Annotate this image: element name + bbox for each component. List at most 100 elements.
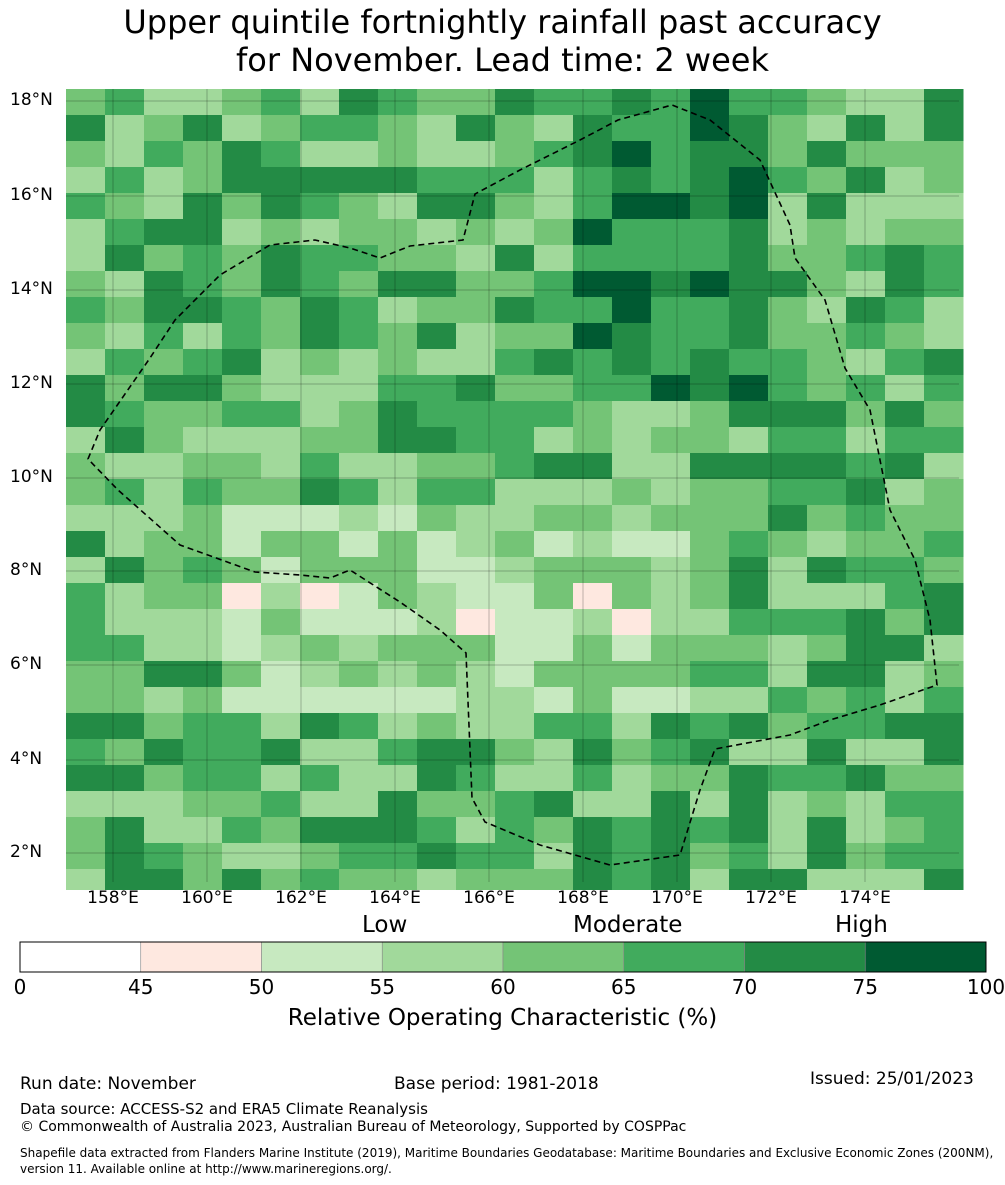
grid-cell (300, 791, 340, 818)
grid-cell (768, 375, 808, 402)
grid-cell (807, 791, 847, 818)
grid-cell (885, 713, 925, 740)
grid-cell (417, 375, 457, 402)
grid-cell (534, 271, 574, 298)
accuracy-grid (66, 89, 964, 890)
grid-cell (690, 531, 730, 558)
grid-cell (183, 89, 223, 116)
grid-cell (768, 687, 808, 714)
grid-cell (924, 115, 964, 142)
grid-cell (807, 219, 847, 246)
grid-cell (144, 167, 184, 194)
grid-cell (378, 791, 418, 818)
grid-cell (768, 401, 808, 428)
grid-cell (534, 869, 574, 890)
grid-cell (144, 349, 184, 376)
grid-cell (144, 843, 184, 870)
grid-cell (183, 453, 223, 480)
grid-cell (846, 817, 886, 844)
grid-cell (183, 609, 223, 636)
grid-cell (495, 557, 535, 584)
grid-cell (573, 167, 613, 194)
grid-cell (612, 193, 652, 220)
grid-cell (924, 557, 964, 584)
grid-cell (690, 89, 730, 116)
grid-cell (144, 427, 184, 454)
grid-cell (417, 557, 457, 584)
grid-cell (573, 401, 613, 428)
grid-cell (651, 583, 691, 610)
grid-cell (417, 271, 457, 298)
grid-cell (495, 271, 535, 298)
grid-cell (612, 713, 652, 740)
grid-cell (300, 583, 340, 610)
grid-cell (339, 453, 379, 480)
grid-cell (417, 193, 457, 220)
colorbar-tick-label: 100 (966, 975, 1005, 999)
grid-cell (66, 817, 106, 844)
grid-cell (183, 739, 223, 766)
grid-cell (885, 765, 925, 792)
grid-cell (807, 635, 847, 662)
grid-cell (924, 817, 964, 844)
grid-cell (612, 115, 652, 142)
colorbar-tick-label: 55 (369, 975, 395, 999)
grid-cell (885, 167, 925, 194)
colorbar-tick-label: 0 (13, 975, 27, 999)
grid-cell (183, 583, 223, 610)
grid-cell (300, 375, 340, 402)
grid-cell (378, 245, 418, 272)
grid-cell (612, 635, 652, 662)
colorbar-tick-label: 60 (490, 975, 516, 999)
grid-cell (261, 661, 301, 688)
grid-cell (573, 349, 613, 376)
grid-cell (144, 609, 184, 636)
grid-cell (807, 765, 847, 792)
grid-cell (495, 791, 535, 818)
grid-cell (417, 739, 457, 766)
grid-cell (105, 505, 145, 532)
grid-cell (222, 713, 262, 740)
grid-cell (222, 219, 262, 246)
grid-cell (612, 687, 652, 714)
grid-cell (456, 167, 496, 194)
grid-cell (144, 89, 184, 116)
grid-cell (300, 661, 340, 688)
grid-cell (261, 739, 301, 766)
grid-cell (66, 271, 106, 298)
map-plot (66, 89, 964, 890)
grid-cell (261, 687, 301, 714)
grid-cell (300, 453, 340, 480)
grid-cell (534, 453, 574, 480)
grid-cell (690, 245, 730, 272)
grid-cell (573, 583, 613, 610)
grid-cell (573, 89, 613, 116)
grid-cell (66, 843, 106, 870)
issued-date: Issued: 25/01/2023 (810, 1069, 974, 1089)
grid-cell (222, 843, 262, 870)
grid-cell (144, 271, 184, 298)
grid-cell (339, 297, 379, 324)
grid-cell (300, 557, 340, 584)
grid-cell (66, 791, 106, 818)
grid-cell (573, 609, 613, 636)
grid-cell (768, 843, 808, 870)
grid-cell (612, 661, 652, 688)
grid-cell (807, 479, 847, 506)
grid-cell (807, 869, 847, 890)
grid-cell (768, 635, 808, 662)
grid-cell (105, 635, 145, 662)
grid-cell (885, 557, 925, 584)
grid-cell (651, 557, 691, 584)
grid-cell (66, 479, 106, 506)
grid-cell (690, 869, 730, 890)
grid-cell (261, 375, 301, 402)
grid-cell (456, 739, 496, 766)
data-source: Data source: ACCESS-S2 and ERA5 Climate … (20, 1100, 428, 1118)
grid-cell (378, 271, 418, 298)
grid-cell (417, 479, 457, 506)
grid-cell (66, 297, 106, 324)
grid-cell (300, 323, 340, 350)
grid-cell (339, 739, 379, 766)
grid-cell (729, 297, 769, 324)
